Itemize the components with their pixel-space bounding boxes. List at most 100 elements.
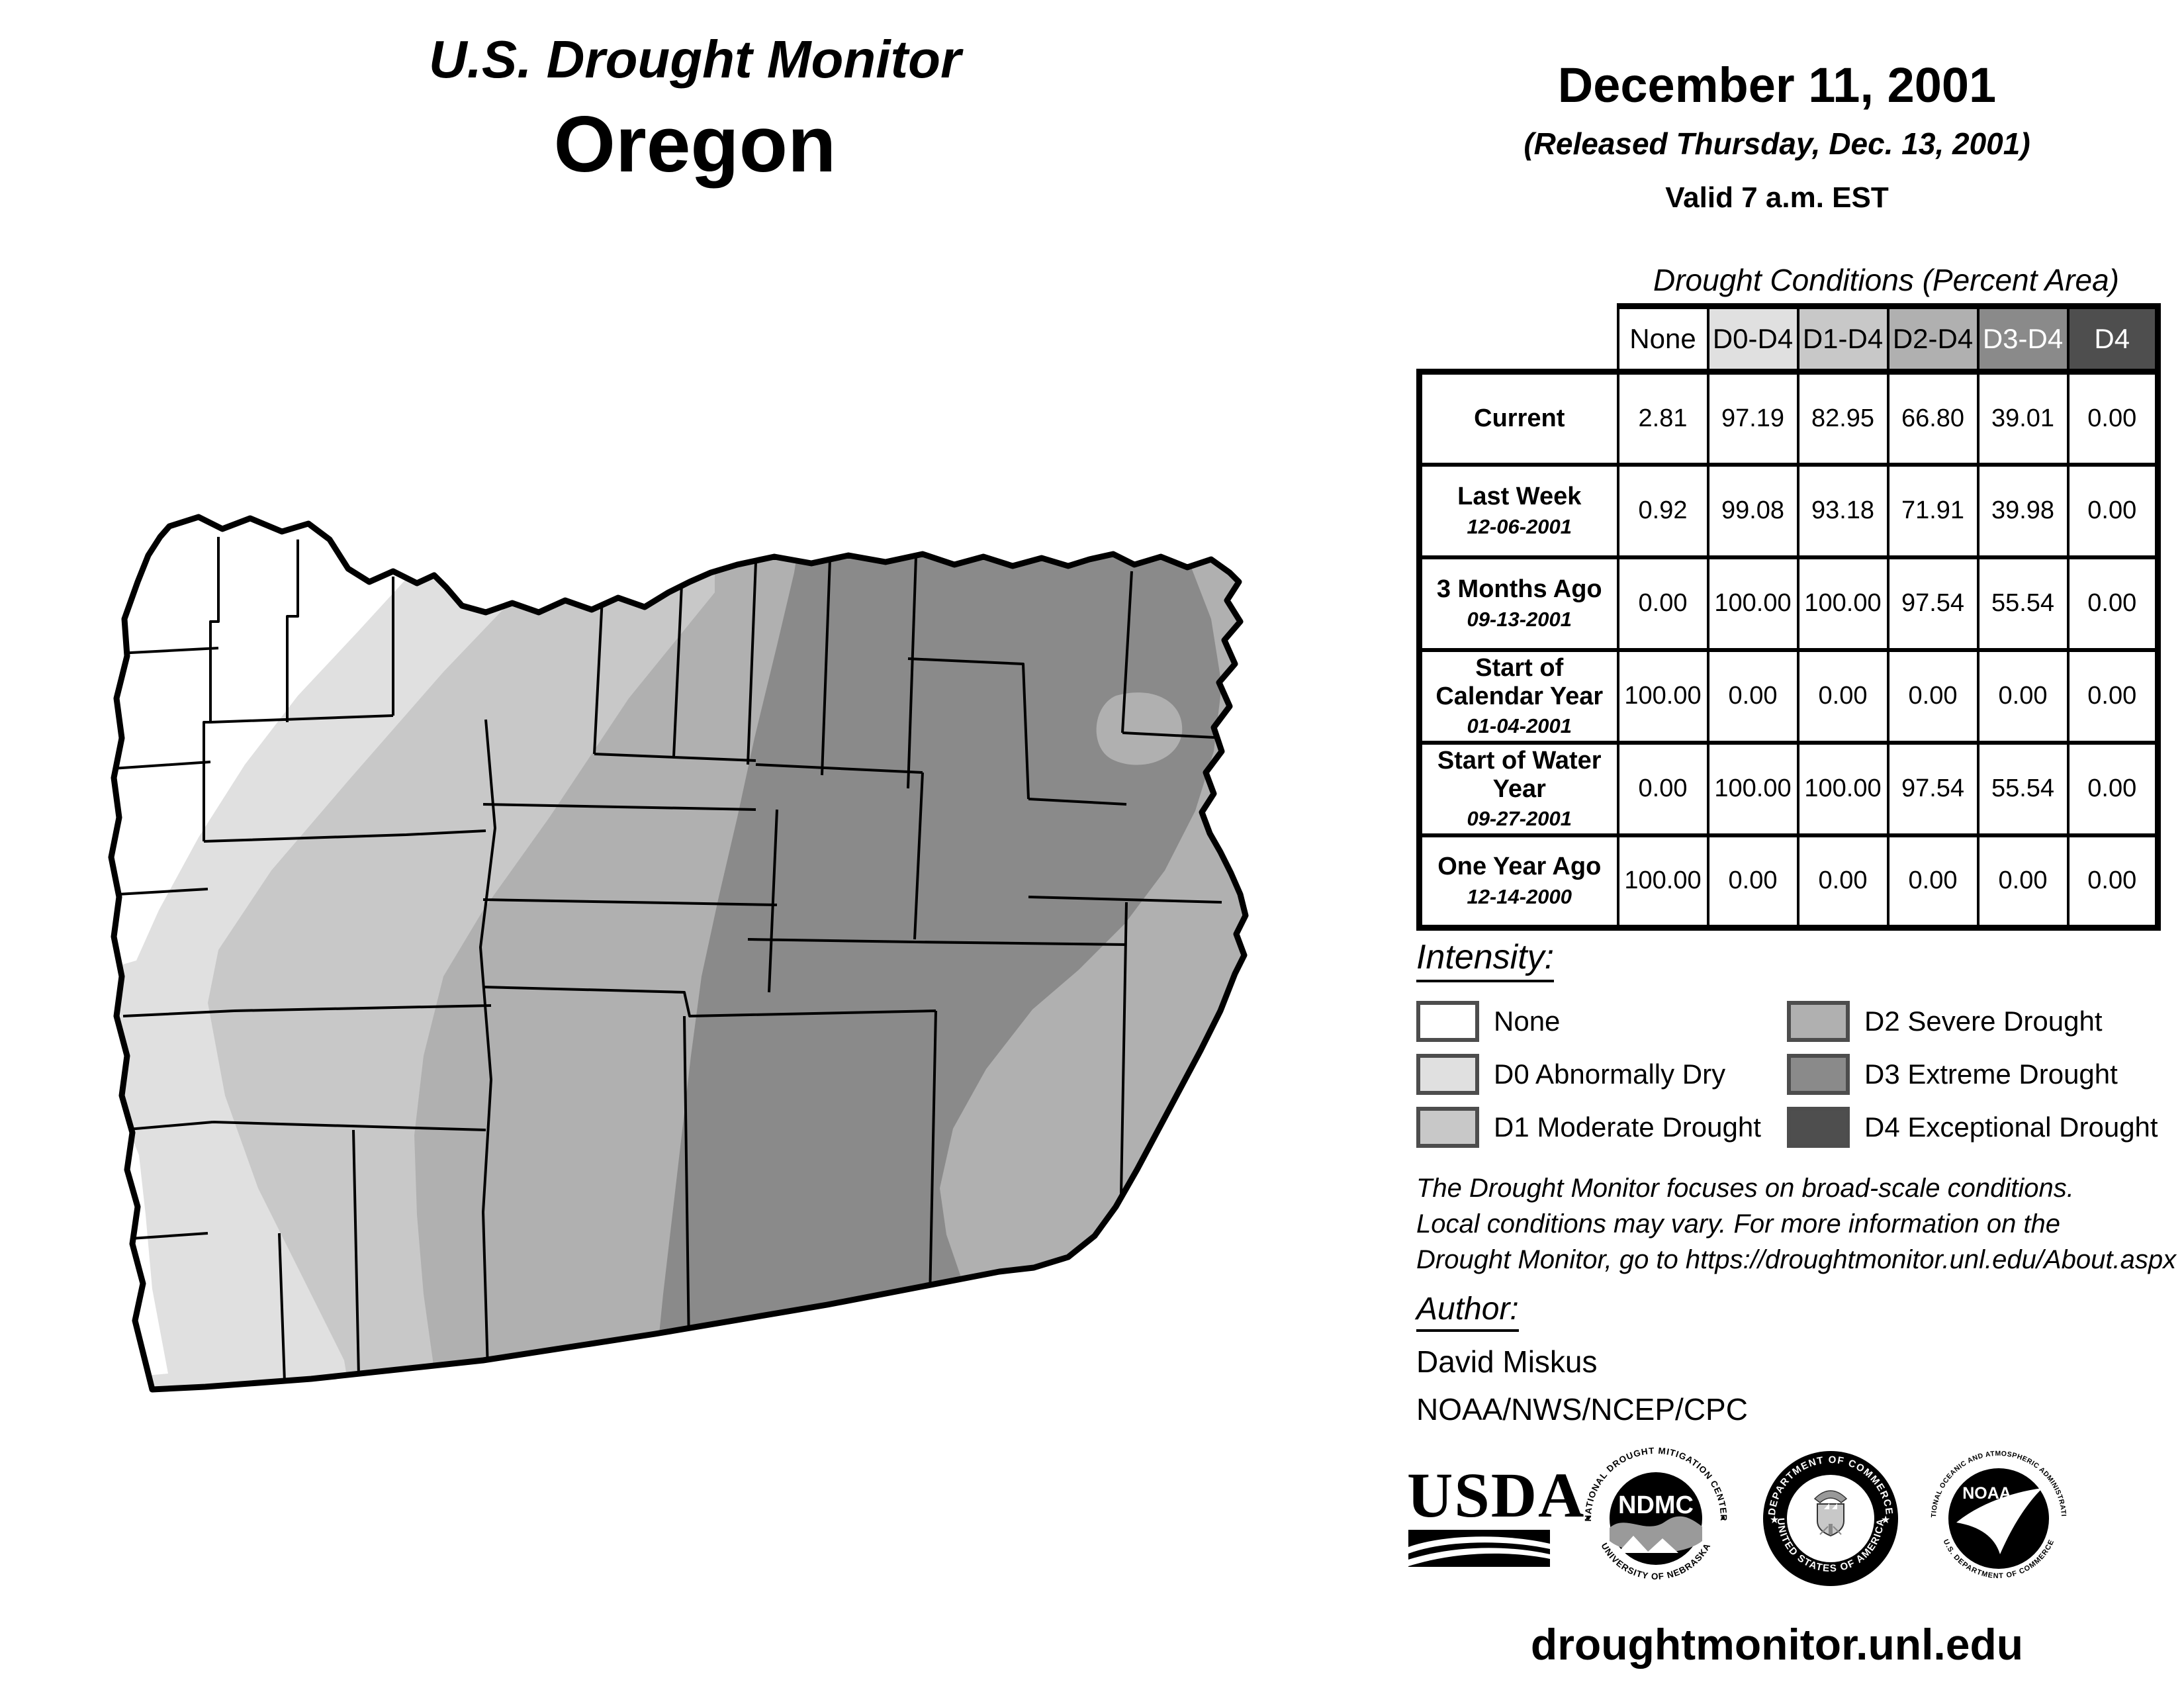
table-cell: 39.01 [1976,369,2070,467]
legend-item: D3 Extreme Drought [1787,1054,2158,1095]
site-url[interactable]: droughtmonitor.unl.edu [1530,1620,2024,1669]
noaa-bird-icon [1956,1488,2042,1554]
table-cell: 0.00 [1796,833,1889,931]
noaa-wordmark: NOAA [1962,1484,2011,1503]
commerce-seal: DEPARTMENT OF COMMERCE UNITED STATES OF … [1763,1451,1898,1586]
legend-label: D3 Extreme Drought [1864,1058,2118,1090]
table-row: Current 2.81 97.19 82.95 66.80 39.01 0.00 [1416,369,2161,467]
report-title: U.S. Drought Monitor [428,30,962,89]
table-cell: 100.00 [1616,647,1709,745]
table-cell: 71.91 [1886,462,1979,559]
ndmc-wordmark: NDMC [1618,1491,1694,1519]
usda-field-icon [1408,1529,1550,1567]
map-date: December 11, 2001 [1557,58,1997,113]
table-row: One Year Ago 12-14-2000 100.00 0.00 0.00 0.00… [1416,833,2161,931]
table-cell: 82.95 [1796,369,1889,467]
release-date: (Released Thursday, Dec. 13, 2001) [1524,126,2030,161]
legend-label: D4 Exceptional Drought [1864,1111,2158,1143]
author-heading: Author: [1416,1291,1519,1332]
table-cell: 55.54 [1976,555,2070,652]
svg-text:•: • [1721,1511,1725,1526]
table-cell: 0.00 [2066,369,2161,467]
agency-logos: USDA NDMC NATIONAL DROUGHT MITIGATION CE… [1407,1442,2069,1595]
table-cell: 0.00 [2066,647,2161,745]
drought-d2-valley-patch [1096,692,1183,765]
table-cell: 0.00 [2066,833,2161,931]
svg-text:★: ★ [1881,1515,1890,1526]
legend-swatch [1416,1054,1479,1095]
noaa-seal: NOAA NATIONAL OCEANIC AND ATMOSPHERIC AD… [1930,1450,2068,1580]
legend-swatch [1416,1107,1479,1148]
table-cell: 100.00 [1796,555,1889,652]
table-cell: 97.19 [1706,369,1799,467]
table-row: Start of Calendar Year 01-04-2001 100.00 0.… [1416,647,2161,745]
row-label: Start of Calendar Year 01-04-2001 [1416,647,1619,745]
legend-label: None [1494,1006,1561,1037]
valid-time: Valid 7 a.m. EST [1665,181,1889,214]
table-cell: 97.54 [1886,555,1979,652]
doc-shield-icon [1817,1503,1844,1537]
usda-logo: USDA [1407,1463,1584,1574]
oregon-drought-map [108,514,1249,1393]
legend-swatch [1787,1107,1850,1148]
table-cell: 0.00 [1976,647,2070,745]
disclaimer-line: Local conditions may vary. For more info… [1416,1209,2061,1239]
table-cell: 0.00 [1706,833,1799,931]
table-cell: 97.54 [1886,740,1979,837]
table-cell: 0.00 [1976,833,2070,931]
disclaimer-text: The Drought Monitor focuses on broad-sca… [1416,1170,2176,1278]
table-cell: 0.00 [1796,647,1889,745]
report-title-block: U.S. Drought Monitor Oregon [232,30,1158,185]
table-corner-cell [1420,306,1618,372]
state-outline [108,514,1249,1393]
ndmc-seal: NDMC NATIONAL DROUGHT MITIGATION CENTER … [1583,1446,1728,1581]
column-header: D0-D4 [1706,303,1799,375]
row-label: Last Week 12-06-2001 [1416,462,1619,559]
table-cell: 100.00 [1796,740,1889,837]
table-row: Last Week 12-06-2001 0.92 99.08 93.18 71.91 39… [1416,462,2161,559]
legend-title: Intensity: [1416,937,1555,982]
table-cell: 100.00 [1706,555,1799,652]
table-cell: 0.00 [2066,462,2161,559]
svg-text:★: ★ [1770,1515,1779,1526]
intensity-legend: Intensity: None D0 Abnormally Dry D1 Moder… [1416,937,2184,1148]
table-cell: 93.18 [1796,462,1889,559]
table-cell: 0.00 [1616,740,1709,837]
legend-item: D1 Moderate Drought [1416,1107,1787,1148]
legend-label: D1 Moderate Drought [1494,1111,1761,1143]
svg-text:•: • [1586,1511,1590,1526]
row-label: Current [1416,369,1619,467]
legend-label: D0 Abnormally Dry [1494,1058,1726,1090]
table-cell: 55.54 [1976,740,2070,837]
table-cell: 0.00 [2066,740,2161,837]
legend-item: D2 Severe Drought [1787,1001,2158,1042]
table-cell: 66.80 [1886,369,1979,467]
table-cell: 0.00 [1886,647,1979,745]
author-block: Author: David Miskus NOAA/NWS/NCEP/CPC [1416,1291,1748,1427]
column-header: D4 [2066,303,2161,375]
table-caption: Drought Conditions (Percent Area) [1653,263,2119,297]
date-block: December 11, 2001 (Released Thursday, De… [1377,61,2177,214]
row-label: Start of Water Year 09-27-2001 [1416,740,1619,837]
legend-column-right: D2 Severe Drought D3 Extreme Drought D4 Ex… [1787,1001,2158,1148]
table-row: Start of Water Year 09-27-2001 0.00 100.00 1… [1416,740,2161,837]
disclaimer-line: The Drought Monitor focuses on broad-sca… [1416,1174,2074,1203]
legend-item: D4 Exceptional Drought [1787,1107,2158,1148]
row-label: One Year Ago 12-14-2000 [1416,833,1619,931]
table-cell: 0.92 [1616,462,1709,559]
table-cell: 0.00 [1706,647,1799,745]
legend-swatch [1416,1001,1479,1042]
table-row: 3 Months Ago 09-13-2001 0.00 100.00 100.00 97… [1416,555,2161,652]
legend-item: None [1416,1001,1787,1042]
table-cell: 99.08 [1706,462,1799,559]
legend-swatch [1787,1054,1850,1095]
drought-conditions-table: None D0-D4 D1-D4 D2-D4 D3-D4 D4 Current 2.81 97… [1416,303,2161,931]
column-header: None [1616,303,1709,375]
author-name: David Miskus [1416,1344,1598,1379]
table-cell: 0.00 [1886,833,1979,931]
table-cell: 100.00 [1616,833,1709,931]
table-header-row: None D0-D4 D1-D4 D2-D4 D3-D4 D4 [1420,303,2161,375]
legend-item: D0 Abnormally Dry [1416,1054,1787,1095]
doc-eagle-icon [1813,1490,1848,1503]
table-cell: 39.98 [1976,462,2070,559]
